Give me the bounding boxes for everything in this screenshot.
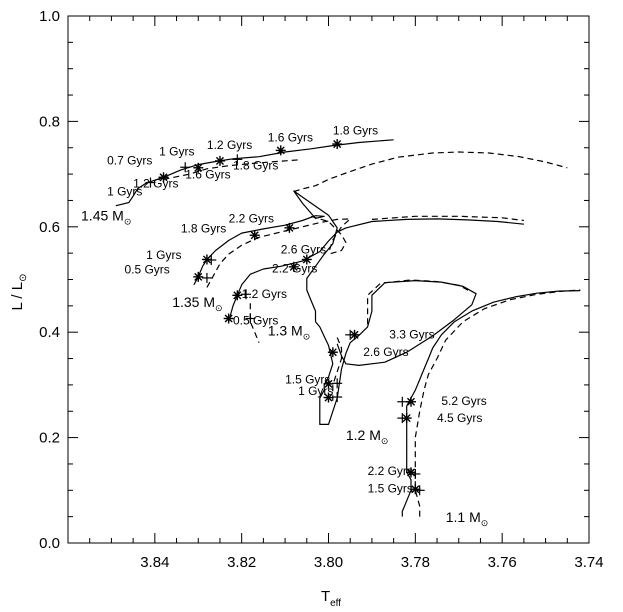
age-annotation: 1.8 Gyrs <box>233 158 278 172</box>
age-annotation: 5.2 Gyrs <box>441 394 486 408</box>
age-annotation: 1.2 Gyrs <box>242 287 287 301</box>
age-marker-asterisk <box>249 230 260 241</box>
y-tick-label: 0.0 <box>39 535 60 552</box>
plot-frame <box>67 15 590 544</box>
age-marker-plus <box>414 485 425 496</box>
y-tick-label: 0.4 <box>39 324 60 341</box>
plot-border <box>67 15 590 544</box>
age-marker-asterisk <box>327 347 338 358</box>
age-annotation: 1.6 Gyrs <box>185 167 230 181</box>
ticks-layer: 3.84 3.82 3.80 3.78 3.76 3.74 0.0 0.2 0.4 0.6 0.8 1… <box>39 8 603 571</box>
track-dashed-2 <box>293 151 568 193</box>
age-marker-asterisk <box>410 484 421 495</box>
age-annotation: 0.5 Gyrs <box>233 313 278 327</box>
age-annotation: 1.5 Gyrs <box>285 372 330 386</box>
y-axis-label: L / L⊙ <box>9 273 29 310</box>
age-marker-asterisk <box>275 145 286 156</box>
age-marker-asterisk <box>223 313 234 324</box>
age-marker-asterisk <box>214 155 225 166</box>
x-tick-label: 3.76 <box>488 554 517 571</box>
age-marker-plus <box>245 313 256 324</box>
age-marker-plus <box>232 154 243 165</box>
x-axis-label: Teff <box>321 588 341 609</box>
age-marker-plus <box>201 272 212 283</box>
x-tick-label: 3.74 <box>574 554 603 571</box>
age-marker-plus <box>345 329 356 340</box>
age-marker-plus <box>332 392 343 403</box>
age-annotation: 2.6 Gyrs <box>363 345 408 359</box>
age-markers-layer <box>145 139 425 496</box>
age-marker-plus <box>145 177 156 188</box>
track-solid-12 <box>401 290 581 517</box>
y-tick-label: 0.2 <box>39 430 60 447</box>
age-annotation: 1.6 Gyrs <box>268 130 313 144</box>
age-annotation: 2.2 Gyrs <box>229 212 274 226</box>
age-marker-plus <box>397 396 408 407</box>
age-marker-plus <box>206 255 217 266</box>
age-annotation: 2.6 Gyrs <box>281 243 326 257</box>
track-dashed-10 <box>332 337 343 401</box>
age-marker-plus <box>397 413 408 424</box>
age-marker-asterisk <box>232 290 243 301</box>
age-marker-asterisk <box>405 396 416 407</box>
age-marker-asterisk <box>284 222 295 233</box>
track-dashed-4 <box>206 218 351 288</box>
age-annotation: 0.5 Gyrs <box>124 263 169 277</box>
age-marker-asterisk <box>323 392 334 403</box>
age-marker-asterisk <box>158 172 169 183</box>
x-tick-label: 3.78 <box>401 554 430 571</box>
x-tick-label: 3.82 <box>227 554 256 571</box>
age-annotation: 2.2 Gyrs <box>368 464 413 478</box>
age-annotation: 2.2 Gyrs <box>272 262 317 276</box>
x-tick-label: 3.84 <box>140 554 169 571</box>
track-dashed-6 <box>249 303 260 343</box>
age-marker-plus <box>332 378 343 389</box>
mass-label: 1.1 M⊙ <box>446 509 489 528</box>
track-dashed-1 <box>163 159 299 180</box>
track-solid-0 <box>115 139 394 207</box>
age-annotation: 1 Gyrs <box>159 145 194 159</box>
track-dashed-11 <box>367 279 473 325</box>
mass-label: 1.45 M⊙ <box>81 207 131 226</box>
age-annotation: 1.8 Gyrs <box>181 222 226 236</box>
y-tick-label: 0.8 <box>39 113 60 130</box>
mass-label: 1.3 M⊙ <box>268 322 311 341</box>
age-marker-asterisk <box>193 271 204 282</box>
series-layer <box>115 139 581 517</box>
age-marker-asterisk <box>332 139 343 150</box>
age-marker-plus <box>241 289 252 300</box>
age-annotation: 1 Gyrs <box>298 384 333 398</box>
track-solid-3 <box>193 190 338 322</box>
track-solid-5 <box>228 218 524 322</box>
age-annotation: 3.3 Gyrs <box>389 328 434 342</box>
y-tick-label: 1.0 <box>39 8 60 25</box>
age-marker-plus <box>180 162 191 173</box>
age-annotation: 4.5 Gyrs <box>437 411 482 425</box>
y-tick-label: 0.6 <box>39 219 60 236</box>
age-marker-asterisk <box>301 254 312 265</box>
age-marker-asterisk <box>288 261 299 272</box>
mass-label: 1.2 M⊙ <box>346 427 389 446</box>
track-dashed-13 <box>414 289 581 517</box>
age-annotation: 1 Gyrs <box>107 185 142 199</box>
x-tick-label: 3.80 <box>314 554 343 571</box>
age-marker-asterisk <box>405 467 416 478</box>
age-marker-asterisk <box>193 162 204 173</box>
age-annotation: 1.2 Gyrs <box>207 138 252 152</box>
track-dashed-7 <box>310 215 347 255</box>
age-annotation: 1.8 Gyrs <box>333 124 378 138</box>
age-annotation: 1.2 Gyrs <box>133 176 178 190</box>
age-marker-asterisk <box>323 378 334 389</box>
age-annotation: 1.5 Gyrs <box>368 481 413 495</box>
age-annotation: 1 Gyrs <box>146 248 181 262</box>
age-annotation: 0.7 Gyrs <box>107 154 152 168</box>
age-marker-plus <box>410 468 421 479</box>
mass-label: 1.35 M⊙ <box>172 294 222 313</box>
